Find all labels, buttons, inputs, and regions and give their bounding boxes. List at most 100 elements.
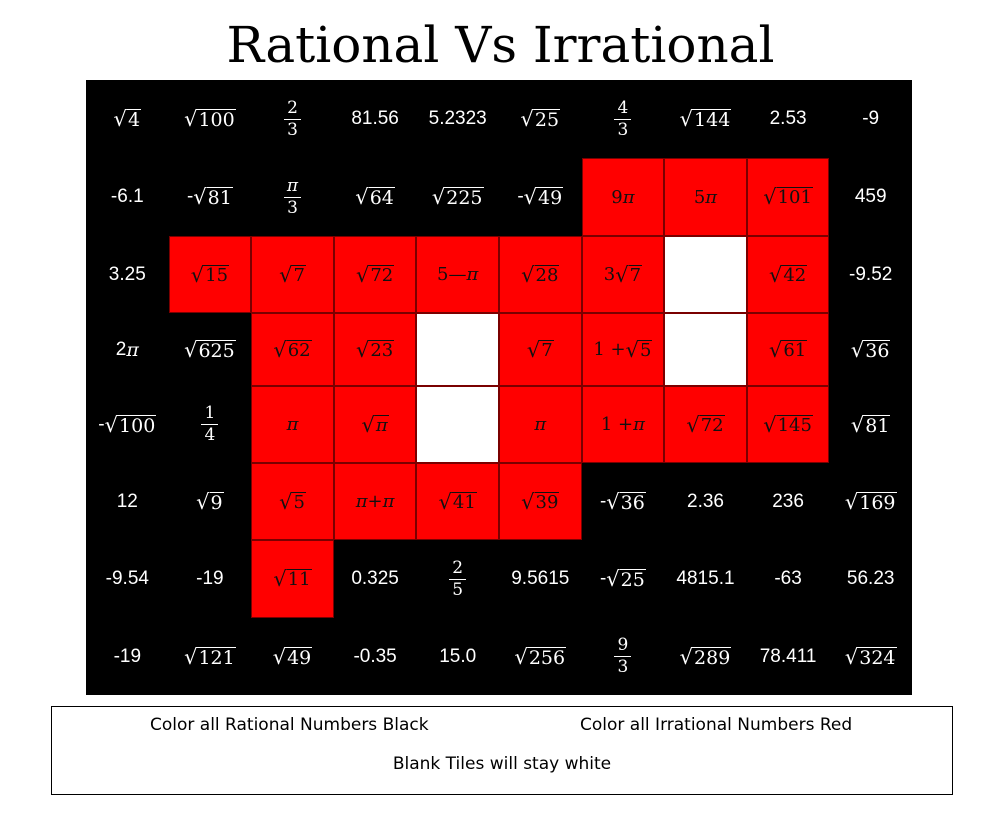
grid-tile: √ 39 xyxy=(498,463,582,540)
radicand: 324 xyxy=(858,646,897,669)
value-text: - xyxy=(599,490,607,512)
value-text: 5 xyxy=(693,186,706,208)
value-text: -9.52 xyxy=(849,263,893,285)
tile-value: √ 145 xyxy=(763,414,813,436)
square-root-icon: √ xyxy=(514,644,528,669)
square-root-icon: √ xyxy=(844,489,859,514)
radicand: 41 xyxy=(451,491,477,513)
grid-tile: 0.325 xyxy=(334,540,417,618)
tile-value: 81.56 xyxy=(351,108,399,130)
radicand: 72 xyxy=(699,414,725,436)
radicand: 289 xyxy=(693,646,732,669)
value-text: 9 xyxy=(611,186,623,208)
square-root-icon: √ xyxy=(844,644,859,669)
value-text: 3.25 xyxy=(108,263,146,285)
grid-tile: - √ 81 xyxy=(169,158,252,236)
grid-tile: -19 xyxy=(86,618,169,695)
radical: √ 39 xyxy=(521,491,560,513)
radical: √ 23 xyxy=(356,339,395,361)
tile-value: √ 9 xyxy=(196,491,224,514)
radical: √ 72 xyxy=(686,414,725,436)
grid-tile: -63 xyxy=(747,540,830,618)
radical: √ 169 xyxy=(845,491,897,513)
value-text: -6.1 xyxy=(110,186,144,207)
value-text: -0.35 xyxy=(353,645,397,667)
radicand: 225 xyxy=(445,187,484,209)
value-text: 78.411 xyxy=(759,645,817,667)
grid-tile: √ 72 xyxy=(333,236,417,313)
square-root-icon: √ xyxy=(361,412,375,437)
tile-value: -9.54 xyxy=(106,568,149,590)
radical: √ 25 xyxy=(606,568,646,590)
grid-tile: √ 7 xyxy=(498,313,582,386)
radical: √ 7 xyxy=(615,264,643,286)
tile-value: 5.2323 xyxy=(429,108,487,130)
radicand: 36 xyxy=(619,491,646,514)
radical: √ 49 xyxy=(273,646,313,668)
radicand: 9 xyxy=(209,491,224,514)
tile-value: 56.23 xyxy=(847,568,895,590)
tile-value: √ 72 xyxy=(686,414,725,436)
tile-value: √ 39 xyxy=(521,491,560,513)
radical: √ 15 xyxy=(191,264,230,286)
grid-tile: π xyxy=(251,386,334,463)
square-root-icon: √ xyxy=(850,337,865,362)
number-grid: √ 4 √ 100 2 3 81.56 5.2323 √ 25 4 3 √ 144 2.53 -9 -6.1- √… xyxy=(86,80,912,695)
radical: √ 7 xyxy=(279,264,306,286)
grid-tile: √ 49 xyxy=(251,618,334,695)
radicand: 39 xyxy=(534,491,560,513)
square-root-icon: √ xyxy=(768,337,783,362)
grid-tile: - √ 49 xyxy=(499,158,582,236)
radicand: 72 xyxy=(369,264,395,286)
pi-symbol: π xyxy=(534,414,547,435)
radicand: 4 xyxy=(126,109,142,131)
radical: √ 61 xyxy=(768,337,808,362)
square-root-icon: √ xyxy=(850,412,865,437)
square-root-icon: √ xyxy=(355,185,369,209)
tile-value: √ 5 xyxy=(279,491,306,513)
tile-value: 15.0 xyxy=(439,646,476,668)
value-text: 1 + xyxy=(593,339,626,360)
grid-tile: √ 145 xyxy=(746,386,830,463)
value-text: 2.53 xyxy=(769,108,807,129)
radicand: 49 xyxy=(286,646,313,669)
radicand: 25 xyxy=(619,569,646,591)
radicand: 36 xyxy=(864,339,891,362)
radicand: 25 xyxy=(533,109,561,131)
square-root-icon: √ xyxy=(184,107,198,131)
grid-tile: 5— π xyxy=(416,236,499,313)
radicand: 61 xyxy=(782,339,808,361)
grid-tile: √ 9 xyxy=(169,463,252,540)
square-root-icon: √ xyxy=(526,337,541,362)
radicand: 5 xyxy=(638,339,653,361)
value-text: 56.23 xyxy=(846,568,895,589)
grid-tile: -9.54 xyxy=(86,540,169,618)
radicand: 7 xyxy=(292,264,306,286)
tile-value: 2.53 xyxy=(770,108,807,130)
value-text: 5.2323 xyxy=(428,108,487,129)
tile-value: -19 xyxy=(114,646,141,668)
radical: √ 36 xyxy=(851,339,891,361)
square-root-icon: √ xyxy=(273,337,287,362)
square-root-icon: √ xyxy=(184,644,198,669)
radicand: 28 xyxy=(534,264,560,286)
grid-tile: √ 41 xyxy=(416,463,499,540)
radicand: 256 xyxy=(527,646,567,669)
grid-tile: √ 62 xyxy=(251,313,334,386)
tile-value: √ 4 xyxy=(114,108,142,131)
grid-tile: 3.25 xyxy=(86,236,169,313)
grid-tile: 2.53 xyxy=(747,80,830,158)
square-root-icon: √ xyxy=(184,337,198,362)
radical: √ 100 xyxy=(105,414,157,436)
radical: √ 4 xyxy=(114,108,142,131)
denominator: 4 xyxy=(204,425,216,445)
value-text: -9.54 xyxy=(105,568,149,589)
tile-value: 9.5615 xyxy=(511,568,569,590)
